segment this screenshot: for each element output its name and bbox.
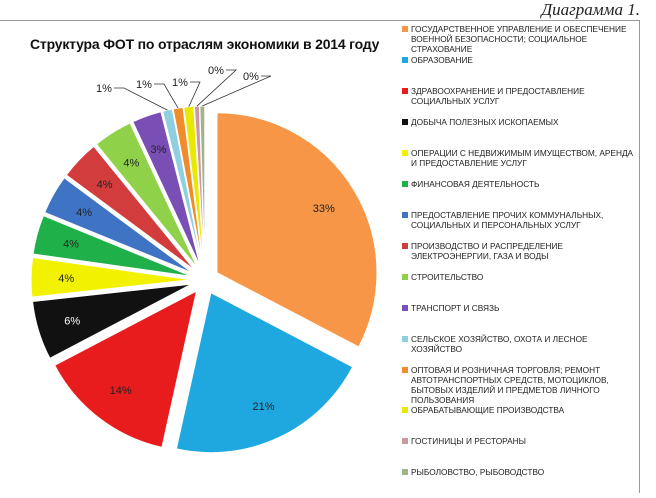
legend-item: ЗДРАВООХРАНЕНИЕ И ПРЕДОСТАВЛЕНИЕ СОЦИАЛЬ… [402,86,638,117]
pie-slice [44,177,194,274]
legend-swatch [402,469,408,475]
legend-label: ОБРАБАТЫВАЮЩИЕ ПРОИЗВОДСТВА [411,405,565,415]
legend-swatch [402,88,408,94]
legend-item: ПРЕДОСТАВЛЕНИЕ ПРОЧИХ КОММУНАЛЬНЫХ, СОЦИ… [402,210,638,241]
legend-item: ОПЕРАЦИИ С НЕДВИЖИМЫМ ИМУЩЕСТВОМ, АРЕНДА… [402,148,638,179]
slice-data-label: 6% [64,315,80,327]
legend-swatch [402,181,408,187]
legend-swatch [402,336,408,342]
slice-data-label: 1% [96,83,112,95]
legend-swatch [402,26,408,32]
slice-data-label: 1% [136,79,152,91]
legend-label: ГОСТИНИЦЫ И РЕСТОРАНЫ [411,436,527,446]
slice-data-label: 3% [150,144,166,156]
legend-label: РЫБОЛОВСТВО, РЫБОВОДСТВО [411,467,545,477]
chart-title: Структура ФОТ по отраслям экономики в 20… [30,36,380,52]
legend-label: ОПТОВАЯ И РОЗНИЧНАЯ ТОРГОВЛЯ; РЕМОНТ АВТ… [411,365,609,405]
slice-data-label: 4% [97,179,113,191]
chart-frame [0,20,640,493]
pie-slice [30,256,192,298]
leader-line [188,81,201,107]
legend-item: ДОБЫЧА ПОЛЕЗНЫХ ИСКОПАЕМЫХ [402,117,638,148]
pie-slice [95,122,199,269]
pie-slice [132,111,201,268]
slice-data-label: 0% [208,65,224,77]
diagram-caption: Диаграмма 1. [541,0,640,19]
legend-item: ОБРАБАТЫВАЮЩИЕ ПРОИЗВОДСТВА [402,405,638,436]
legend-swatch [402,57,408,63]
slice-data-label: 4% [76,207,92,219]
legend-swatch [402,150,408,156]
slice-data-label: 4% [58,273,74,285]
legend-label: СЕЛЬСКОЕ ХОЗЯЙСТВО, ОХОТА И ЛЕСНОЕ ХОЗЯЙ… [411,334,588,354]
legend-item: ОБРАЗОВАНИЕ [402,55,638,86]
legend-item: ОПТОВАЯ И РОЗНИЧНАЯ ТОРГОВЛЯ; РЕМОНТ АВТ… [402,365,638,405]
leader-line [202,75,272,107]
slice-data-label: 4% [63,239,79,251]
pie-slice [32,215,192,277]
legend-swatch [402,212,408,218]
slice-data-label: 1% [172,77,188,89]
legend-item: СТРОИТЕЛЬСТВО [402,272,638,303]
legend-swatch [402,119,408,125]
legend-label: ГОСУДАРСТВЕННОЕ УПРАВЛЕНИЕ И ОБЕСПЕЧЕНИЕ… [411,24,627,54]
legend-swatch [402,274,408,280]
legend-swatch [402,407,408,413]
pie-slice [65,145,196,271]
pie-slice [216,112,378,348]
legend-label: ОПЕРАЦИИ С НЕДВИЖИМЫМ ИМУЩЕСТВОМ, АРЕНДА… [411,148,634,168]
legend-label: ТРАНСПОРТ И СВЯЗЬ [411,303,500,313]
legend-item: ТРАНСПОРТ И СВЯЗЬ [402,303,638,334]
legend-label: ФИНАНСОВАЯ ДЕЯТЕЛЬНОСТЬ [411,179,540,189]
leader-line [196,69,238,107]
legend-swatch [402,438,408,444]
legend-item: СЕЛЬСКОЕ ХОЗЯЙСТВО, ОХОТА И ЛЕСНОЕ ХОЗЯЙ… [402,334,638,365]
legend-swatch [402,367,408,373]
legend-label: ЗДРАВООХРАНЕНИЕ И ПРЕДОСТАВЛЕНИЕ СОЦИАЛЬ… [411,86,585,106]
legend-item: ПРОИЗВОДСТВО И РАСПРЕДЕЛЕНИЕ ЭЛЕКТРОЭНЕР… [402,241,638,272]
legend-item: ГОСТИНИЦЫ И РЕСТОРАНЫ [402,436,638,467]
slice-data-label: 14% [110,385,132,397]
legend-label: СТРОИТЕЛЬСТВО [411,272,484,282]
legend-swatch [402,243,408,249]
pie-slice [175,291,354,454]
leader-line [114,87,168,111]
pie-slice [172,106,204,267]
pie-slice [199,105,206,267]
legend-item: ГОСУДАРСТВЕННОЕ УПРАВЛЕНИЕ И ОБЕСПЕЧЕНИЕ… [402,24,638,55]
slice-data-label: 4% [123,157,139,169]
slice-data-label: 33% [313,203,335,215]
pie-slice [32,283,192,359]
leader-line [154,83,179,109]
slice-data-label: 0% [243,71,259,83]
legend-label: ПРОИЗВОДСТВО И РАСПРЕДЕЛЕНИЕ ЭЛЕКТРОЭНЕР… [411,241,563,261]
legend-label: ДОБЫЧА ПОЛЕЗНЫХ ИСКОПАЕМЫХ [411,117,559,127]
pie-slice [54,290,198,448]
slice-data-label: 21% [253,401,275,413]
legend-item: ФИНАНСОВАЯ ДЕЯТЕЛЬНОСТЬ [402,179,638,210]
legend-item: РЫБОЛОВСТВО, РЫБОВОДСТВО [402,467,638,498]
legend-label: ПРЕДОСТАВЛЕНИЕ ПРОЧИХ КОММУНАЛЬНЫХ, СОЦИ… [411,210,604,230]
legend-swatch [402,305,408,311]
legend: ГОСУДАРСТВЕННОЕ УПРАВЛЕНИЕ И ОБЕСПЕЧЕНИЕ… [402,24,638,498]
legend-label: ОБРАЗОВАНИЕ [411,55,473,65]
